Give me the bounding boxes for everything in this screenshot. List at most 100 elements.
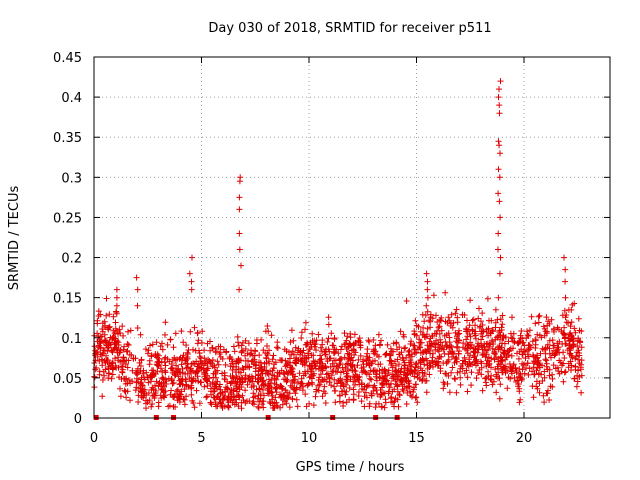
data-point <box>253 386 260 393</box>
data-point <box>212 371 219 377</box>
chart-title: Day 030 of 2018, SRMTID for receiver p51… <box>208 21 491 36</box>
data-point <box>499 312 506 319</box>
data-point <box>492 319 499 326</box>
data-point <box>315 377 322 383</box>
data-point <box>419 311 426 318</box>
data-point <box>194 330 201 337</box>
data-point <box>412 368 419 374</box>
data-point <box>368 392 375 399</box>
data-point <box>500 350 507 357</box>
data-point <box>394 346 400 353</box>
data-point <box>494 363 501 370</box>
data-point <box>241 376 248 383</box>
data-point <box>561 324 568 331</box>
data-point <box>169 380 176 387</box>
data-point <box>113 302 120 309</box>
data-point <box>108 375 115 382</box>
data-point <box>497 361 504 368</box>
data-point <box>323 346 329 353</box>
data-point <box>302 326 308 333</box>
data-point <box>279 401 286 408</box>
data-point <box>304 341 311 348</box>
data-point <box>325 335 332 342</box>
y-tick-label: 0 <box>74 412 82 427</box>
data-point <box>408 363 415 370</box>
data-point <box>228 394 235 401</box>
data-point <box>212 401 219 408</box>
data-point <box>568 336 574 342</box>
data-point <box>463 347 470 353</box>
data-point <box>472 322 479 329</box>
data-point <box>227 389 234 396</box>
data-point <box>429 315 436 322</box>
data-point <box>397 328 404 335</box>
data-point <box>109 360 115 367</box>
data-point <box>534 360 541 367</box>
data-point <box>238 262 244 269</box>
data-point <box>221 369 228 376</box>
data-point <box>452 329 459 336</box>
data-point <box>451 375 458 382</box>
data-point <box>385 390 392 397</box>
data-point <box>340 368 347 375</box>
data-point <box>124 364 131 371</box>
data-point <box>317 356 324 363</box>
data-point <box>460 340 467 347</box>
data-point <box>536 312 543 319</box>
data-point <box>312 393 319 400</box>
data-point <box>561 254 567 261</box>
data-point <box>299 380 306 387</box>
data-point <box>459 312 466 318</box>
data-point <box>288 327 295 334</box>
y-tick-label: 0.45 <box>53 51 82 66</box>
data-point <box>518 328 525 334</box>
data-point <box>239 365 246 371</box>
data-point <box>246 378 253 385</box>
data-point <box>106 311 113 318</box>
data-point <box>168 376 175 383</box>
data-point <box>541 374 548 381</box>
data-point <box>306 362 313 369</box>
data-point <box>113 294 120 301</box>
data-point <box>499 367 506 374</box>
data-point <box>545 318 552 325</box>
data-point <box>99 328 106 335</box>
data-point <box>378 384 385 391</box>
data-point <box>517 370 524 377</box>
data-point <box>436 323 443 330</box>
data-point <box>317 371 324 378</box>
data-point <box>418 339 425 346</box>
data-point <box>190 346 196 353</box>
data-point <box>424 308 431 315</box>
data-point <box>257 376 264 383</box>
data-point <box>231 348 238 355</box>
data-point <box>508 366 515 373</box>
data-point <box>384 341 391 348</box>
data-point <box>110 313 117 320</box>
data-point <box>562 294 569 301</box>
data-point <box>217 381 223 388</box>
data-point <box>205 356 212 363</box>
data-point <box>109 349 116 356</box>
data-point <box>215 361 222 368</box>
data-point <box>292 344 299 351</box>
data-point <box>525 332 532 339</box>
data-point <box>298 380 305 387</box>
data-point <box>464 388 471 395</box>
data-point <box>381 404 388 411</box>
data-point <box>178 361 185 368</box>
data-point <box>328 330 335 337</box>
data-point <box>463 336 470 343</box>
data-point <box>219 355 226 362</box>
data-point <box>542 356 549 363</box>
data-point <box>448 311 455 318</box>
data-point <box>495 246 501 253</box>
data-point <box>204 393 211 400</box>
data-point <box>387 345 394 352</box>
data-point <box>508 352 515 359</box>
data-point <box>125 342 132 348</box>
data-point <box>302 319 309 326</box>
data-point <box>557 359 564 366</box>
data-point <box>296 370 303 377</box>
data-point <box>238 405 245 412</box>
